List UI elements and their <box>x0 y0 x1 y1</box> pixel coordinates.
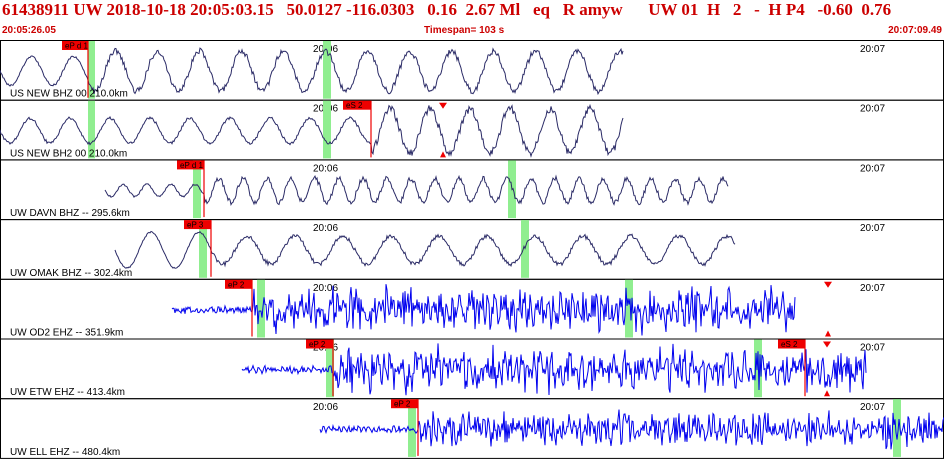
phase-pick-flag[interactable] <box>306 339 333 349</box>
event-marker-icon <box>439 102 447 109</box>
waveform-trace <box>171 284 796 336</box>
time-tick-label: 20:07 <box>860 104 885 115</box>
start-time: 20:05:26.05 <box>2 25 56 36</box>
event-dash: - <box>754 0 760 19</box>
panel-frame <box>0 219 944 280</box>
waveform-trace <box>319 409 944 450</box>
event-review-flag: R <box>562 0 575 19</box>
event-marker-icon <box>824 390 830 397</box>
phase-pick-flag[interactable] <box>177 160 204 170</box>
phase-pick-flag[interactable] <box>225 279 252 289</box>
time-window <box>323 100 331 159</box>
event-summary-line: 61438911 UW 2018-10-18 20:05:03.15 50.01… <box>2 0 891 20</box>
event-header: 61438911 UW 2018-10-18 20:05:03.15 50.01… <box>0 0 944 23</box>
event-depth: 0.16 <box>427 0 457 19</box>
event-marker-icon <box>440 151 446 158</box>
waveform-trace <box>0 47 624 96</box>
event-magnitude: 2.67 Ml <box>465 0 521 19</box>
phase-pick-label[interactable]: eP d 1 <box>65 42 89 51</box>
time-tick-label: 20:06 <box>313 223 338 234</box>
event-phase-info: H P4 <box>768 0 805 19</box>
time-tick-label: 20:07 <box>860 283 885 294</box>
event-datetime: 2018-10-18 20:05:03.15 <box>106 0 274 19</box>
station-label[interactable]: UW OD2 EHZ -- 351.9km <box>10 328 123 339</box>
time-window <box>199 220 207 278</box>
phase-pick-flag[interactable] <box>343 100 371 110</box>
time-tick-label: 20:06 <box>313 163 338 174</box>
event-marker-icon <box>823 341 831 348</box>
time-tick-label: 20:06 <box>313 402 338 413</box>
trace-panel[interactable]: 20:06 20:07 eP 2 UW ELL EHZ -- 480.4km <box>0 398 944 459</box>
phase-pick-label[interactable]: eS 2 <box>781 340 798 349</box>
station-label[interactable]: UW DAVN BHZ -- 295.6km <box>10 208 130 219</box>
station-label[interactable]: UW ETW EHZ -- 413.4km <box>10 387 125 398</box>
event-longitude: -116.0303 <box>345 0 415 19</box>
time-window <box>257 279 265 338</box>
waveform-trace <box>0 103 624 158</box>
time-tick-label: 20:07 <box>860 44 885 55</box>
event-value-2: 0.76 <box>861 0 892 19</box>
phase-pick-label[interactable]: eP 2 <box>394 400 411 409</box>
panel-frame <box>0 278 944 340</box>
time-window <box>88 100 95 159</box>
event-solution: UW 01 <box>648 0 699 19</box>
event-type: eq <box>532 0 550 19</box>
phase-pick-label[interactable]: eP 3 <box>187 221 204 230</box>
event-marker-icon <box>824 281 832 288</box>
event-value-1: -0.60 <box>817 0 853 19</box>
time-tick-label: 20:06 <box>313 283 338 294</box>
time-tick-label: 20:07 <box>860 163 885 174</box>
time-window <box>893 399 901 457</box>
phase-pick-flag[interactable] <box>391 399 418 409</box>
time-window <box>193 160 201 219</box>
time-tick-label: 20:07 <box>860 343 885 354</box>
time-window <box>408 399 416 457</box>
time-tick-label: 20:07 <box>860 223 885 234</box>
panel-frame <box>0 40 944 101</box>
panel-frame <box>0 99 944 161</box>
phase-pick-label[interactable]: eP d 1 <box>180 161 204 170</box>
timespan-label: Timespan= 103 s <box>424 25 505 36</box>
waveform-trace <box>241 343 867 396</box>
time-window <box>323 41 331 99</box>
phase-pick-label[interactable]: eP 2 <box>309 340 326 349</box>
trace-panel[interactable]: 20:06 20:07 eP 3 UW OMAK BHZ -- 302.4km <box>0 219 944 280</box>
phase-pick-flag[interactable] <box>62 41 88 50</box>
station-label[interactable]: UW ELL EHZ -- 480.4km <box>10 447 120 458</box>
end-time: 20:07:09.49 <box>888 25 942 36</box>
time-window <box>625 279 633 338</box>
time-tick-label: 20:07 <box>860 402 885 413</box>
phase-pick-flag[interactable] <box>184 220 211 230</box>
time-window <box>326 339 334 398</box>
trace-panel[interactable]: 20:06 20:07 eP 2 UW OD2 EHZ -- 351.9km <box>0 278 944 340</box>
phase-pick-label[interactable]: eP 2 <box>228 280 245 289</box>
event-quality: H <box>706 0 721 19</box>
waveform-trace <box>114 230 736 269</box>
event-network: UW <box>73 0 103 19</box>
event-latitude: 50.0127 <box>286 0 342 19</box>
phase-pick-label[interactable]: eS 2 <box>346 101 363 110</box>
event-id: 61438911 <box>2 0 70 19</box>
event-author: amyw <box>579 0 623 19</box>
event-marker-icon <box>825 330 831 337</box>
trace-panel[interactable]: 20:06 20:07 eP d 1 UW DAVN BHZ -- 295.6km <box>0 159 944 221</box>
waveform-trace <box>104 174 729 206</box>
time-window <box>88 41 95 99</box>
phase-pick-flag[interactable] <box>778 339 805 349</box>
station-label[interactable]: US NEW BHZ 00 210.0km <box>10 89 128 100</box>
station-label[interactable]: UW OMAK BHZ -- 302.4km <box>10 268 132 279</box>
station-label[interactable]: US NEW BH2 00 210.0km <box>10 148 127 159</box>
event-num: 2 <box>732 0 742 19</box>
